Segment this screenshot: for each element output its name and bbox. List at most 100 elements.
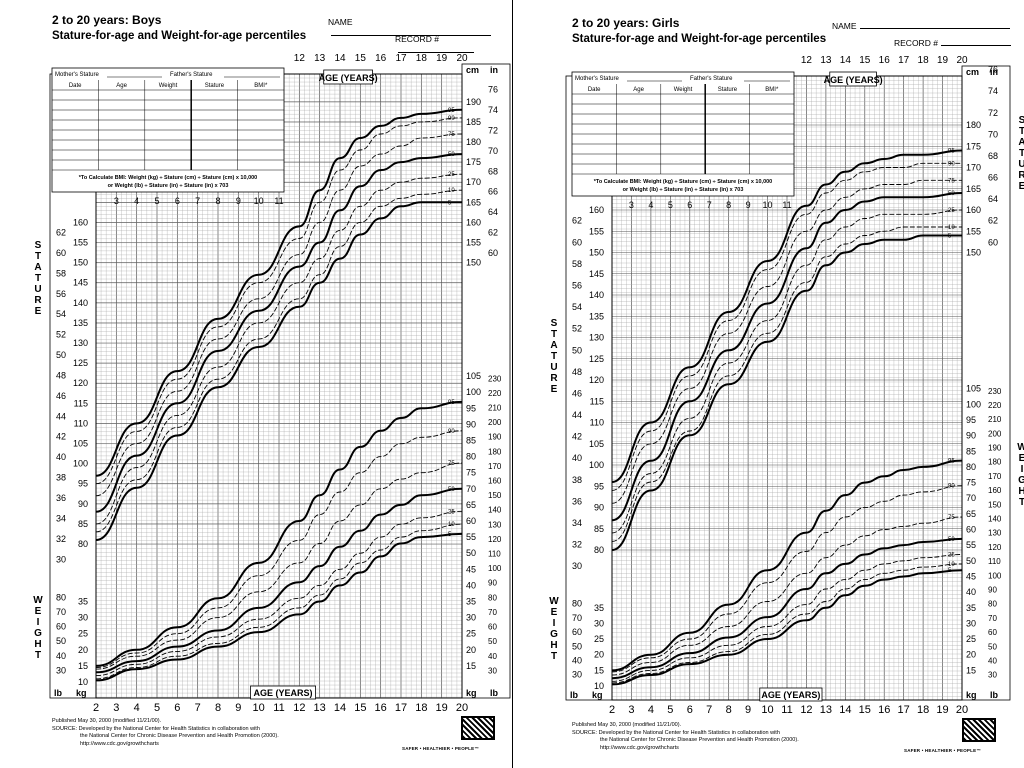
weight-vertical-label: H [550,640,557,651]
page-title: 2 to 20 years: Girls [572,16,680,30]
cm-tick-label: 125 [73,358,88,368]
slogan: SAFER • HEALTHIER • PEOPLE™ [402,746,479,751]
weight-vertical-label: E [1019,453,1024,464]
weight-vertical-label: I [553,618,556,629]
percentile-label: 25 [948,553,955,559]
age-tick-label: 5 [154,702,160,714]
table-column-header: Age [116,83,127,89]
name-field[interactable]: NAME [328,17,512,38]
cm-tick-label: 110 [74,418,88,428]
cm-tick-label: 145 [73,278,88,288]
percentile-label: 50 [448,152,455,158]
lb-tick-label: 50 [572,641,582,651]
cm-tick-label: 185 [466,117,481,127]
cm-tick-label: 140 [589,290,604,300]
cdc-logo-icon [461,716,495,740]
age-tick-label: 3 [114,196,119,206]
percentile-label: 75 [448,132,455,138]
cm-tick-label: 85 [594,524,604,534]
mother-stature-label: Mother's Stature [575,76,619,82]
age-tick-label: 7 [195,702,201,714]
stature-vertical-label: U [1018,159,1024,170]
weight-curve-p75 [95,462,463,670]
record-label: RECORD # [894,38,938,48]
stature-vertical-label: T [1019,148,1024,159]
weight-vertical-label: E [551,607,558,618]
lb-tick-label: 120 [488,535,502,544]
weight-curve-p95 [95,400,463,667]
lb-tick-label: 40 [488,652,497,661]
lb-tick-label: 60 [488,623,497,632]
weight-vertical-label: G [550,629,558,640]
stature-vertical-label: S [551,318,558,329]
table-column-header: Stature [205,83,225,89]
kg-tick-label: 35 [466,597,476,607]
footer-url[interactable]: http://www.cdc.gov/growthcharts [600,744,679,751]
kg-tick-label: 10 [78,677,88,687]
cm-tick-label: 175 [466,157,481,167]
age-tick-label: 8 [726,200,731,210]
kg-tick-label: 25 [78,629,88,639]
cm-tick-label: 105 [73,439,88,449]
stature-curve-p90 [95,117,463,485]
footer-url[interactable]: http://www.cdc.gov/growthcharts [80,740,159,747]
in-tick-label: 34 [56,513,66,523]
kg-tick-label: 15 [966,665,976,675]
age-tick-label: 20 [956,704,968,716]
right-axis-strip [961,65,1011,701]
kg-unit-label: kg [76,688,87,698]
footer: Published May 30, 2000 (modified 11/21/0… [52,718,279,748]
in-tick-label: 68 [988,151,998,161]
kg-tick-label: 30 [78,613,88,623]
age-tick-label: 17 [898,704,910,716]
table-column-header: Date [588,87,601,93]
stature-curve-p50 [611,192,963,522]
stature-vertical-label: T [551,351,557,362]
age-tick-label: 20 [956,55,968,66]
lb-tick-label: 180 [988,458,1002,467]
cm-tick-label: 90 [594,503,604,513]
cm-tick-label: 130 [73,338,88,348]
weight-curve-p90 [611,485,963,673]
age-label-box [250,685,317,700]
lb-tick-label: 40 [572,656,582,666]
weight-curve-p5 [95,532,463,682]
stature-vertical-label: R [34,295,42,306]
age-tick-label: 10 [763,200,773,210]
weight-curve-p5 [611,569,963,686]
lb-tick-label: 220 [988,401,1002,410]
age-tick-label: 10 [253,702,265,714]
weight-vertical-label: T [35,650,41,661]
age-tick-label: 3 [628,704,634,716]
kg-tick-label: 75 [966,478,976,488]
weight-vertical-label: T [551,651,557,662]
age-tick-label: 5 [667,704,673,716]
record-field[interactable]: RECORD # [894,37,1011,48]
stature-vertical-label: U [34,284,41,295]
percentile-label: 50 [448,487,455,493]
kg-tick-label: 105 [466,371,481,381]
cm-unit-label: cm [466,65,479,75]
age-axis-label: AGE (YEARS) [254,688,313,698]
cm-tick-label: 115 [74,398,88,408]
name-field[interactable]: NAME [832,20,1010,31]
percentile-label: 95 [948,149,955,155]
cm-tick-label: 150 [966,248,981,258]
growth-chart: 8085909510010511011512012513013514014515… [549,55,1024,716]
percentile-label: 5 [948,234,952,240]
age-tick-label: 12 [800,704,812,716]
father-stature-label: Father's Stature [170,72,213,78]
in-tick-label: 30 [56,554,66,564]
in-tick-label: 56 [572,280,582,290]
in-tick-label: 62 [572,216,582,226]
lb-tick-label: 140 [988,515,1002,524]
age-tick-label: 11 [273,702,284,714]
kg-unit-label: kg [466,688,477,698]
age-tick-label: 6 [687,200,692,210]
percentile-label: 95 [448,400,455,406]
record-field[interactable]: RECORD # [395,34,512,55]
cm-unit-label: cm [966,67,979,77]
stature-curve-p10 [611,226,962,542]
stature-vertical-label: R [550,373,558,384]
age-tick-label: 16 [879,55,891,66]
